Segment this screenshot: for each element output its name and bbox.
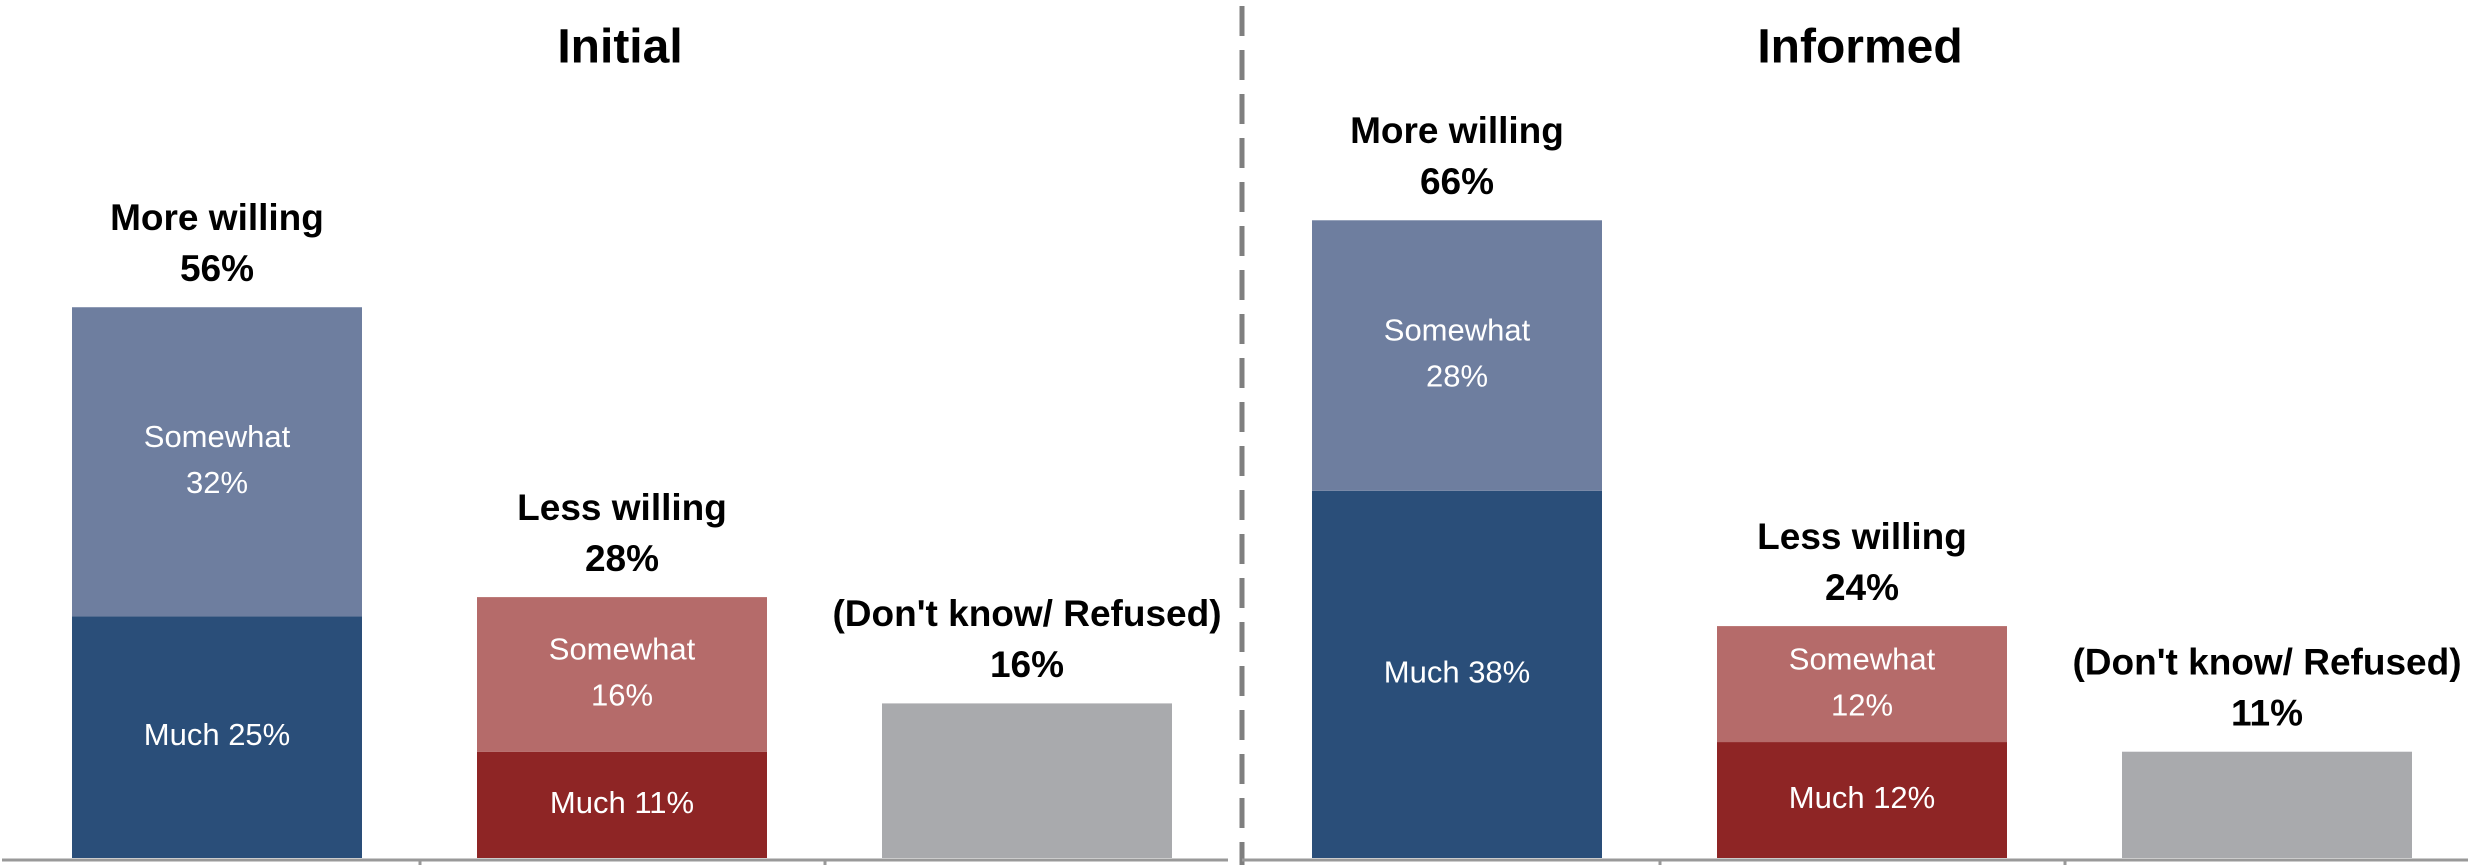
segment-name: Somewhat <box>1384 313 1531 348</box>
segment-name: Much <box>1789 780 1865 815</box>
category-label: Less willing <box>1757 516 1967 557</box>
segment-name: Somewhat <box>144 419 291 454</box>
category-label: (Don't know/ Refused) <box>2072 641 2461 682</box>
bar-segment <box>72 616 362 858</box>
category-label: More willing <box>1350 110 1564 151</box>
total-label: 11% <box>2231 692 2303 733</box>
total-label: 24% <box>1825 567 1899 608</box>
bar-segment <box>882 703 1172 858</box>
segment-value: 16% <box>591 678 653 713</box>
segment-value: 12% <box>1831 687 1893 722</box>
segment-label: Much 38% <box>1384 655 1530 690</box>
total-label: 56% <box>180 248 254 289</box>
segment-value: 32% <box>186 465 248 500</box>
segment-name: Somewhat <box>1789 641 1936 676</box>
total-label: 16% <box>990 644 1064 685</box>
segment-label: Much 11% <box>550 785 694 820</box>
segment-value: 38% <box>1468 655 1530 690</box>
segment-label: Much 12% <box>1789 780 1935 815</box>
segment-value: 28% <box>1426 359 1488 394</box>
category-label: (Don't know/ Refused) <box>832 593 1221 634</box>
bar-segment <box>1312 490 1602 858</box>
total-label: 66% <box>1420 161 1494 202</box>
bar-segment <box>1717 626 2007 743</box>
bar-segment <box>1312 220 1602 491</box>
segment-value: 12% <box>1873 780 1935 815</box>
segment-value: 25% <box>228 717 290 752</box>
bar-segment <box>1717 742 2007 858</box>
segment-name: Much <box>1384 655 1460 690</box>
chart-title: Initial <box>557 21 682 74</box>
category-label: Less willing <box>517 487 727 528</box>
segment-name: Much <box>550 785 626 820</box>
chart-title: Informed <box>1757 21 1962 74</box>
segment-name: Somewhat <box>549 632 696 667</box>
bar-segment <box>2122 751 2412 858</box>
bar-segment <box>477 751 767 858</box>
bar-segment <box>72 307 362 617</box>
segment-name: Much <box>144 717 220 752</box>
segment-value: 11% <box>634 785 694 820</box>
category-label: More willing <box>110 197 324 238</box>
total-label: 28% <box>585 538 659 579</box>
segment-label: Much 25% <box>144 717 290 752</box>
bar-segment <box>477 597 767 752</box>
